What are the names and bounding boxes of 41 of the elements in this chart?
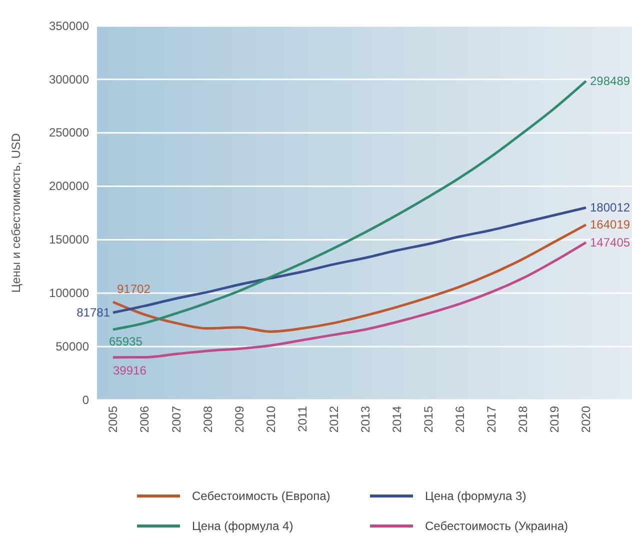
- legend-label: Себестоимость (Украина): [425, 519, 568, 534]
- y-tick-label: 350000: [48, 18, 90, 33]
- x-tick-label: 2007: [169, 406, 184, 433]
- x-tick-label: 2009: [232, 406, 246, 433]
- y-axis-title: Цены и себестоимость, USD: [9, 132, 23, 293]
- y-tick-label: 100000: [48, 286, 90, 300]
- y-tick-label: 50000: [56, 339, 90, 354]
- line-series: [112, 223, 588, 333]
- data-label: 81781: [76, 306, 110, 320]
- y-tick-label: 250000: [48, 126, 90, 140]
- x-tick-label: 2012: [326, 406, 341, 433]
- line-series: [112, 241, 588, 359]
- data-label: 180012: [590, 200, 630, 215]
- data-label: 65935: [109, 334, 143, 349]
- legend-label: Цена (формула 4): [192, 519, 294, 534]
- x-tick-label: 2011: [295, 406, 310, 432]
- data-label: 164019: [590, 218, 630, 232]
- data-label: 298489: [590, 74, 630, 88]
- data-label: 147405: [590, 235, 630, 250]
- x-tick-label: 2013: [358, 406, 372, 433]
- x-tick-label: 2016: [453, 406, 468, 433]
- legend-label: Себестоимость (Европа): [192, 489, 330, 504]
- x-tick-label: 2010: [264, 406, 278, 433]
- x-tick-label: 2006: [138, 406, 152, 433]
- line-series: [112, 80, 588, 331]
- data-label: 39916: [113, 363, 147, 378]
- y-tick-label: 0: [82, 392, 90, 407]
- x-tick-label: 2015: [422, 406, 436, 433]
- x-tick-label: 2018: [516, 406, 530, 433]
- x-tick-label: 2017: [484, 406, 499, 433]
- legend-label: Цена (формула 3): [425, 489, 526, 504]
- x-tick-label: 2020: [579, 406, 594, 433]
- x-tick-label: 2019: [548, 406, 562, 433]
- x-tick-label: 2005: [106, 406, 120, 433]
- y-tick-label: 300000: [48, 72, 90, 86]
- data-label: 91702: [117, 282, 151, 296]
- y-tick-label: 200000: [48, 179, 90, 194]
- y-tick-label: 150000: [48, 232, 90, 247]
- line-series: [112, 206, 588, 314]
- x-tick-label: 2008: [200, 406, 215, 433]
- x-tick-label: 2014: [390, 406, 404, 433]
